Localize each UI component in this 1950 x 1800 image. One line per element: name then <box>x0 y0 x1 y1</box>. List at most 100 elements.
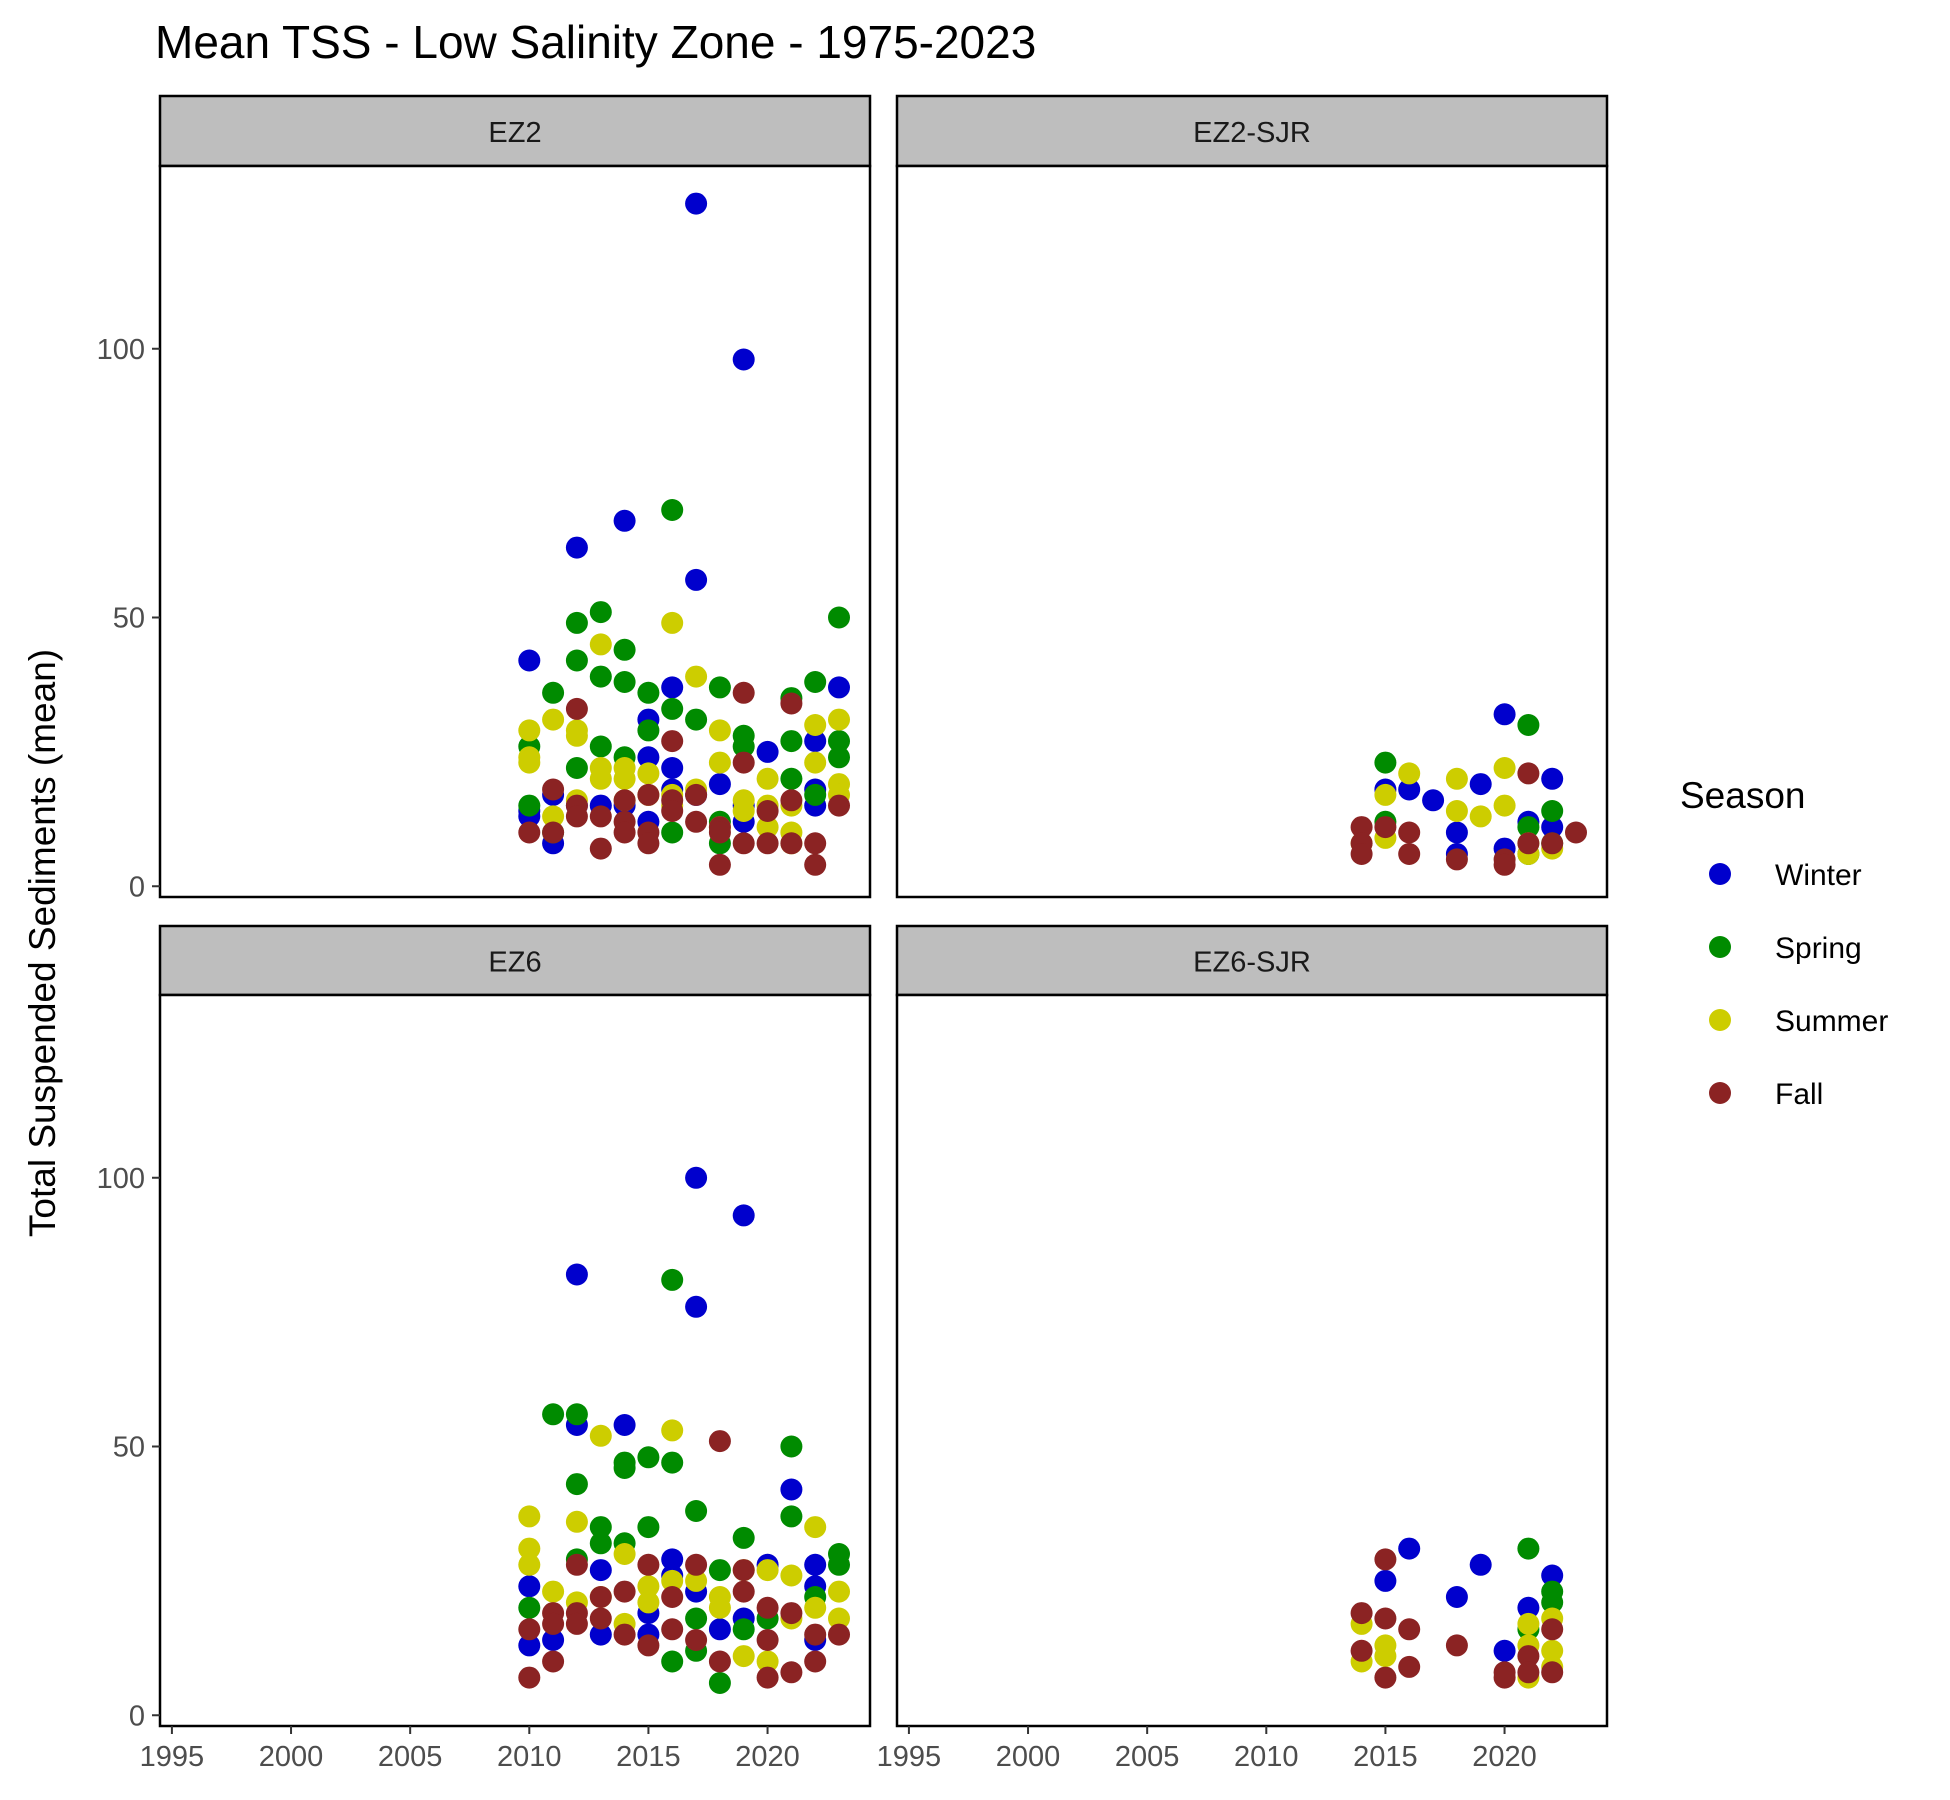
data-point <box>518 649 541 672</box>
data-point <box>780 1564 803 1587</box>
data-point <box>804 1553 827 1576</box>
facet-label: EZ6 <box>488 947 541 979</box>
data-point <box>1541 1591 1564 1614</box>
data-point <box>732 1526 755 1549</box>
data-point <box>780 1478 803 1501</box>
data-point <box>804 714 827 736</box>
data-point <box>589 1559 612 1582</box>
series-fall <box>518 1430 850 1689</box>
data-point <box>542 1629 565 1651</box>
data-point <box>756 832 779 855</box>
legend-label: Summer <box>1775 1005 1888 1038</box>
data-point <box>565 1510 588 1533</box>
data-point <box>1493 794 1516 817</box>
data-point <box>661 611 684 634</box>
data-point <box>613 1543 636 1565</box>
data-point <box>828 1553 850 1576</box>
data-point <box>613 789 636 812</box>
data-point <box>780 692 803 715</box>
data-point <box>1445 1586 1468 1608</box>
data-point <box>542 821 565 844</box>
data-point <box>661 1419 684 1442</box>
data-point <box>542 805 565 828</box>
data-point <box>685 783 708 806</box>
data-point <box>661 1451 684 1474</box>
series-winter <box>1374 703 1564 865</box>
data-point <box>518 751 541 774</box>
legend-label: Spring <box>1775 932 1862 965</box>
data-point <box>685 665 708 688</box>
data-point <box>661 499 684 521</box>
data-point <box>780 1435 803 1458</box>
data-point <box>828 1580 850 1603</box>
data-point <box>708 751 731 774</box>
panel-ez6-sjr: EZ6-SJR 1995 2000 2005 2010 2015 2020 <box>877 924 1609 1773</box>
legend-key <box>1709 1082 1731 1104</box>
legend-item-spring: Spring <box>1709 932 1862 965</box>
data-point <box>589 805 612 828</box>
data-point <box>589 601 612 624</box>
data-point <box>804 783 827 806</box>
data-point <box>1541 1564 1564 1587</box>
data-point <box>518 1505 541 1528</box>
data-point <box>780 789 803 812</box>
data-point <box>1493 1666 1516 1689</box>
data-point <box>1374 751 1397 774</box>
data-point <box>518 1596 541 1619</box>
data-point <box>542 708 565 731</box>
x-tick-label: 2010 <box>1234 1741 1299 1773</box>
data-point <box>1541 816 1564 839</box>
data-point <box>1445 767 1468 790</box>
x-tick-label: 2020 <box>1472 1741 1537 1773</box>
data-point <box>589 1532 612 1555</box>
data-point <box>828 676 850 699</box>
y-tick-label: 0 <box>129 871 145 903</box>
data-point <box>1422 789 1445 812</box>
data-point <box>565 1263 588 1286</box>
data-point <box>732 681 755 704</box>
data-point <box>732 1618 755 1641</box>
data-point <box>685 1607 708 1630</box>
data-point <box>732 800 755 822</box>
data-point <box>1398 843 1421 865</box>
data-point <box>732 1645 755 1668</box>
data-point <box>828 708 850 731</box>
data-point <box>589 1607 612 1630</box>
data-point <box>1541 1618 1564 1641</box>
data-point <box>661 1548 684 1571</box>
data-point <box>1541 832 1564 855</box>
data-point <box>589 633 612 656</box>
facet-panels: EZ2 0 50 100 EZ2-SJR EZ6 0 50 100 1995 2000 2005 201… <box>97 94 1609 1773</box>
data-point <box>637 1446 660 1469</box>
data-point <box>804 832 827 855</box>
data-point <box>1517 1612 1540 1635</box>
data-point <box>1517 832 1540 855</box>
data-point <box>637 1591 660 1614</box>
data-point <box>589 665 612 688</box>
data-point <box>565 1403 588 1426</box>
data-point <box>637 746 660 769</box>
data-point <box>565 697 588 720</box>
data-point <box>1374 1645 1397 1668</box>
data-point <box>780 1505 803 1528</box>
data-point <box>708 853 731 876</box>
data-point <box>1469 773 1492 796</box>
panel-ez6: EZ6 0 50 100 1995 2000 2005 2010 2015 2020 <box>97 924 872 1773</box>
data-point <box>518 1618 541 1641</box>
x-tick-label: 2015 <box>1353 1741 1418 1773</box>
data-point <box>613 1580 636 1603</box>
legend-title: Season <box>1680 775 1806 816</box>
x-tick-label: 1995 <box>877 1741 942 1773</box>
data-point <box>828 730 850 753</box>
data-point <box>708 773 731 796</box>
data-point <box>780 730 803 753</box>
data-point <box>1398 1618 1421 1641</box>
data-point <box>804 1516 827 1539</box>
data-point <box>756 1666 779 1689</box>
data-point <box>1350 1639 1373 1662</box>
data-point <box>732 832 755 855</box>
data-point <box>542 778 565 801</box>
data-point <box>542 1580 565 1603</box>
plot-area <box>895 164 1609 899</box>
data-point <box>613 1457 636 1479</box>
